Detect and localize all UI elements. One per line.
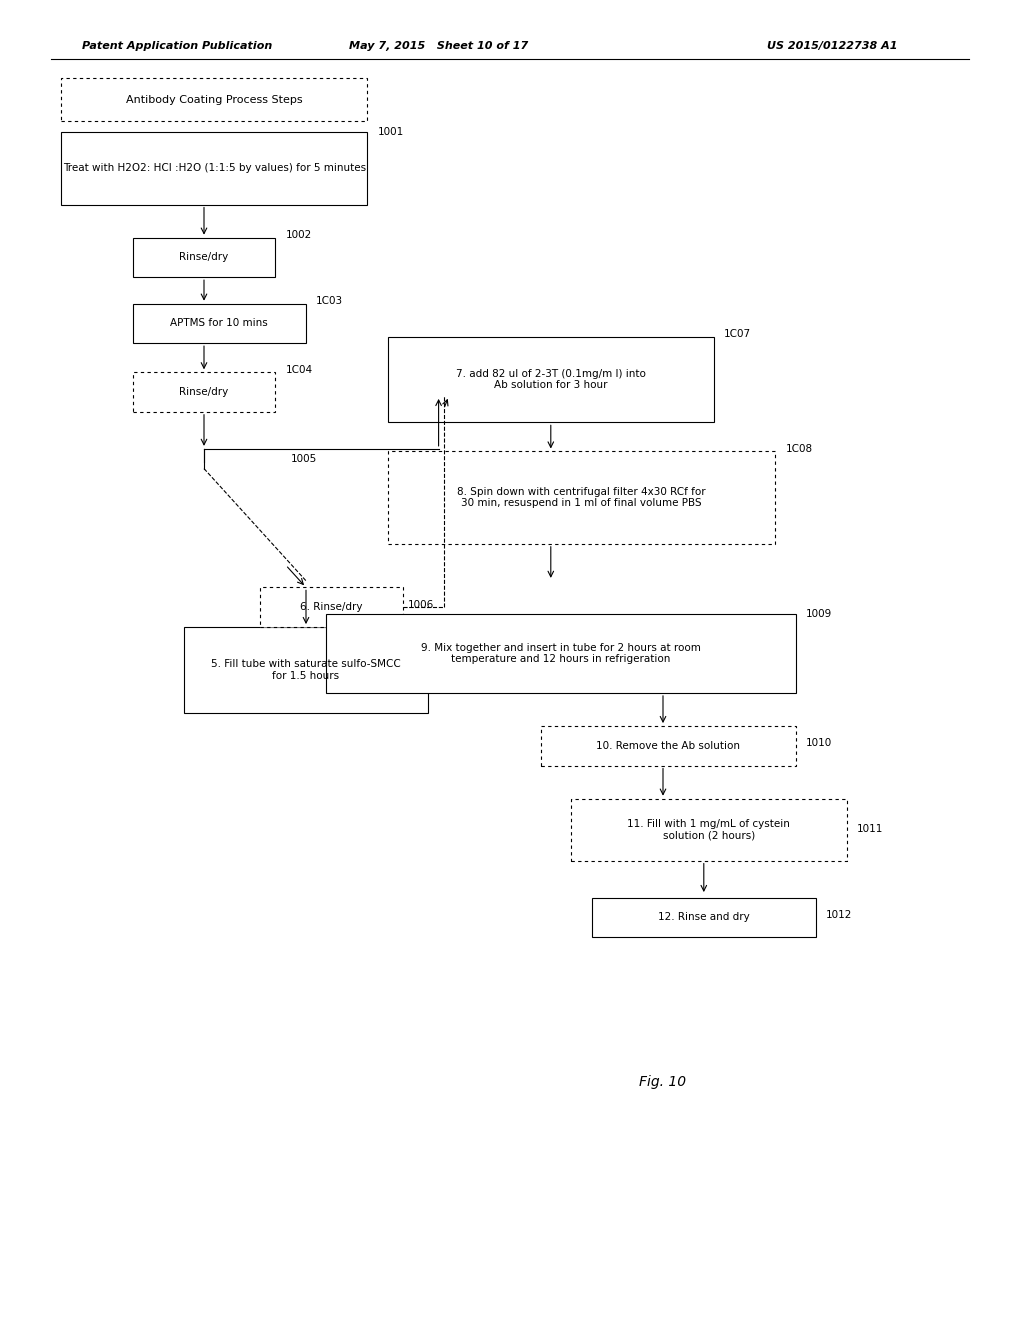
FancyBboxPatch shape xyxy=(132,238,275,277)
Text: 1011: 1011 xyxy=(856,824,882,834)
FancyBboxPatch shape xyxy=(326,614,795,693)
FancyBboxPatch shape xyxy=(260,587,403,627)
Text: 1C07: 1C07 xyxy=(723,329,751,339)
FancyBboxPatch shape xyxy=(571,799,846,861)
Text: 7. add 82 ul of 2-3T (0.1mg/m l) into
Ab solution for 3 hour: 7. add 82 ul of 2-3T (0.1mg/m l) into Ab… xyxy=(455,368,645,391)
Text: 1012: 1012 xyxy=(825,909,852,920)
Text: Rinse/dry: Rinse/dry xyxy=(179,387,228,397)
Text: 1001: 1001 xyxy=(377,127,404,137)
Text: 1C08: 1C08 xyxy=(785,444,812,454)
FancyBboxPatch shape xyxy=(183,627,428,713)
Text: 1010: 1010 xyxy=(805,738,832,748)
FancyBboxPatch shape xyxy=(387,337,713,422)
Text: 1005: 1005 xyxy=(290,454,317,465)
Text: Patent Application Publication: Patent Application Publication xyxy=(82,41,272,51)
Text: Fig. 10: Fig. 10 xyxy=(639,1076,686,1089)
Text: 9. Mix together and insert in tube for 2 hours at room
temperature and 12 hours : 9. Mix together and insert in tube for 2… xyxy=(421,643,700,664)
Text: 11. Fill with 1 mg/mL of cystein
solution (2 hours): 11. Fill with 1 mg/mL of cystein solutio… xyxy=(627,818,790,841)
FancyBboxPatch shape xyxy=(591,898,815,937)
Text: 10. Remove the Ab solution: 10. Remove the Ab solution xyxy=(595,741,740,751)
Text: 1C03: 1C03 xyxy=(316,296,343,306)
Text: Antibody Coating Process Steps: Antibody Coating Process Steps xyxy=(125,95,303,104)
Text: 1009: 1009 xyxy=(805,609,832,619)
FancyBboxPatch shape xyxy=(61,78,367,121)
Text: May 7, 2015   Sheet 10 of 17: May 7, 2015 Sheet 10 of 17 xyxy=(348,41,528,51)
FancyBboxPatch shape xyxy=(540,726,795,766)
FancyBboxPatch shape xyxy=(132,372,275,412)
Text: APTMS for 10 mins: APTMS for 10 mins xyxy=(170,318,268,329)
Text: Rinse/dry: Rinse/dry xyxy=(179,252,228,263)
FancyBboxPatch shape xyxy=(132,304,306,343)
Text: Treat with H2O2: HCl :H2O (1:1:5 by values) for 5 minutes: Treat with H2O2: HCl :H2O (1:1:5 by valu… xyxy=(62,164,366,173)
FancyBboxPatch shape xyxy=(61,132,367,205)
Text: 8. Spin down with centrifugal filter 4x30 RCf for
30 min, resuspend in 1 ml of f: 8. Spin down with centrifugal filter 4x3… xyxy=(457,487,705,508)
Text: 12. Rinse and dry: 12. Rinse and dry xyxy=(657,912,749,923)
Text: 1006: 1006 xyxy=(408,599,434,610)
FancyBboxPatch shape xyxy=(387,451,774,544)
Text: 5. Fill tube with saturate sulfo-SMCC
for 1.5 hours: 5. Fill tube with saturate sulfo-SMCC fo… xyxy=(211,659,400,681)
Text: US 2015/0122738 A1: US 2015/0122738 A1 xyxy=(766,41,897,51)
Text: 1C04: 1C04 xyxy=(285,364,313,375)
Text: 6. Rinse/dry: 6. Rinse/dry xyxy=(300,602,363,612)
Text: 1002: 1002 xyxy=(285,230,312,240)
